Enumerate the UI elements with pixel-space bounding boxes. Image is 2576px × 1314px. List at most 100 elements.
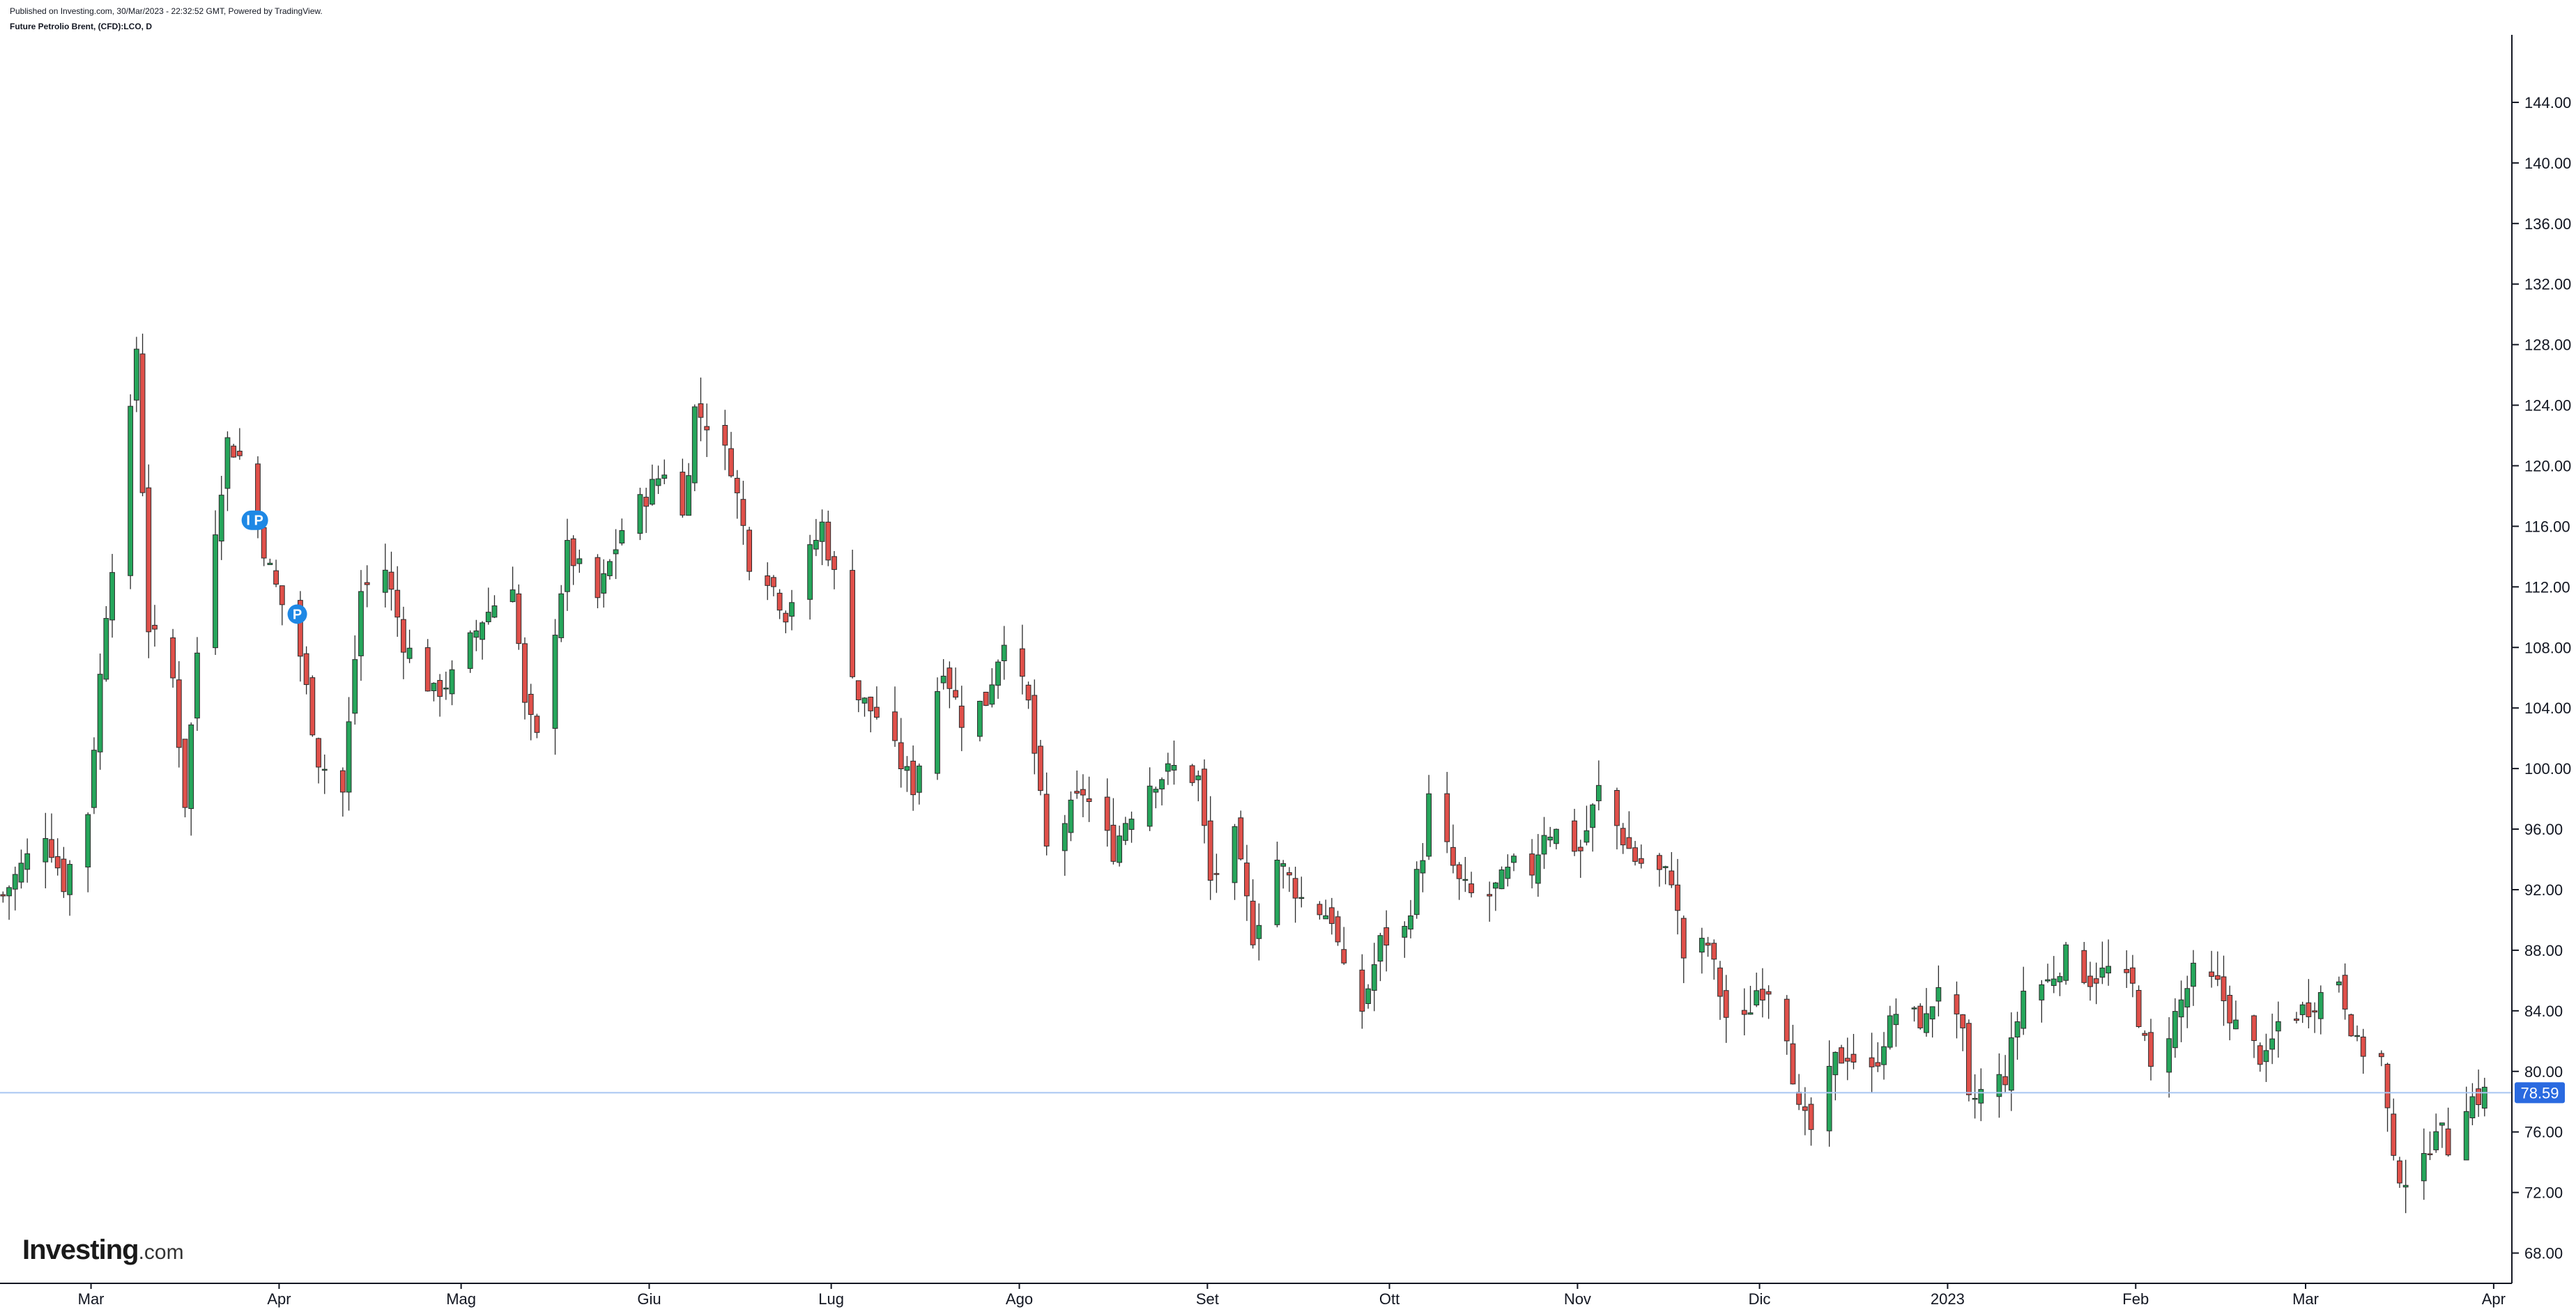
candle-body-down xyxy=(1839,1047,1844,1064)
candle xyxy=(1705,936,1711,957)
candle xyxy=(2348,1013,2354,1037)
candle xyxy=(2391,1098,2397,1161)
candle xyxy=(565,518,570,611)
candle-body-down xyxy=(424,647,431,692)
y-tick-label: 100.00 xyxy=(2524,760,2571,778)
candle-body-up xyxy=(85,814,91,867)
candle-body-down xyxy=(146,487,152,633)
candle-body-up xyxy=(509,589,516,603)
candle xyxy=(2093,962,2099,1005)
candle xyxy=(1043,772,1050,856)
candle xyxy=(0,891,6,903)
candle-body-down xyxy=(534,716,540,733)
candle xyxy=(1202,759,1207,844)
candle xyxy=(649,464,655,506)
candle xyxy=(1032,679,1038,775)
candle xyxy=(1147,767,1153,831)
candle xyxy=(1620,823,1626,854)
candle xyxy=(2317,985,2324,1035)
candle xyxy=(85,812,91,892)
candle xyxy=(2402,1159,2409,1214)
candle xyxy=(958,686,965,752)
y-tick-label: 80.00 xyxy=(2524,1063,2563,1081)
time-axis[interactable]: Mar Apr Mag Giu Lug Ago Set Ott Nov Dic 2023 Feb Mar… xyxy=(0,1283,2512,1308)
candle-body-down xyxy=(236,450,243,456)
candle xyxy=(1335,911,1341,946)
event-badge[interactable]: I P xyxy=(241,510,268,530)
candle xyxy=(2469,1083,2476,1126)
candle xyxy=(6,885,12,920)
candle-body-down xyxy=(1723,990,1729,1018)
candle xyxy=(728,431,734,478)
candle xyxy=(218,476,224,560)
candle xyxy=(1741,988,1747,1036)
candle xyxy=(49,813,54,863)
logo-text: Investing xyxy=(22,1235,139,1265)
candle-body-up xyxy=(1408,915,1413,930)
candle-body-down xyxy=(831,556,837,570)
y-tick-label: 108.00 xyxy=(2524,639,2571,656)
candle xyxy=(1850,1033,1857,1069)
candle xyxy=(1935,965,1942,1017)
candle-body-down xyxy=(643,497,650,507)
candle xyxy=(637,488,643,541)
x-tick-label: Giu xyxy=(637,1290,661,1308)
candle xyxy=(831,550,837,589)
candle xyxy=(394,566,401,637)
candle-body-down xyxy=(2342,975,2348,1010)
candle-body-up xyxy=(2263,1050,2269,1062)
x-tick-label: Dic xyxy=(1749,1290,1771,1308)
candle-body-down xyxy=(898,742,904,770)
candle xyxy=(1207,796,1213,900)
candle-body-up xyxy=(606,561,613,576)
y-tick-label: 96.00 xyxy=(2524,821,2563,838)
candle-body-up xyxy=(619,530,625,544)
candle xyxy=(309,675,316,737)
candle xyxy=(1153,787,1159,809)
y-tick-label: 140.00 xyxy=(2524,155,2571,172)
candle-body-up xyxy=(1511,856,1517,863)
candle-body-down xyxy=(1025,684,1032,701)
candle-body-up xyxy=(2172,1011,2178,1049)
candle xyxy=(67,860,73,916)
event-badge[interactable]: P xyxy=(287,604,307,624)
candle xyxy=(868,696,874,733)
candle xyxy=(1529,839,1535,889)
candle xyxy=(1747,986,1754,1015)
candle-body-down xyxy=(303,653,309,686)
y-tick-label: 136.00 xyxy=(2524,215,2571,233)
candle xyxy=(2099,941,2106,984)
candle-body-up xyxy=(480,622,485,640)
price-axis[interactable]: 68.00 72.00 76.00 80.00 84.00 88.00 92.00 96.00… xyxy=(2511,35,2571,1283)
candle xyxy=(1869,1033,1875,1093)
candle-body-down xyxy=(2427,1153,2433,1156)
candle-body-down xyxy=(2148,1032,2154,1067)
candle xyxy=(1965,1019,1972,1102)
candle xyxy=(1929,1006,1935,1038)
candle-body-up xyxy=(1323,915,1329,920)
candle xyxy=(1875,1042,1881,1072)
candle-body-down xyxy=(1869,1057,1875,1067)
candle-body-down xyxy=(0,894,6,897)
candle xyxy=(2130,954,2136,998)
candle-body-down xyxy=(1043,794,1050,847)
candle-body-down xyxy=(54,856,61,869)
candle-body-down xyxy=(231,445,237,458)
y-tick-label: 104.00 xyxy=(2524,699,2571,717)
candle xyxy=(1784,995,1790,1055)
candle-body-down xyxy=(388,571,394,590)
candle xyxy=(2227,985,2233,1041)
x-tick-label: Mar xyxy=(78,1290,105,1308)
x-tick-label: Feb xyxy=(2122,1290,2149,1308)
candle xyxy=(2050,956,2057,994)
candle xyxy=(601,559,607,608)
candle xyxy=(904,756,910,792)
candle-body-up xyxy=(128,405,134,576)
candle xyxy=(231,444,237,458)
candle xyxy=(1924,988,1929,1037)
candle-body-up xyxy=(2045,979,2050,982)
candle xyxy=(1195,770,1202,802)
candle-body-down xyxy=(2312,1010,2317,1013)
candle xyxy=(1680,915,1687,984)
